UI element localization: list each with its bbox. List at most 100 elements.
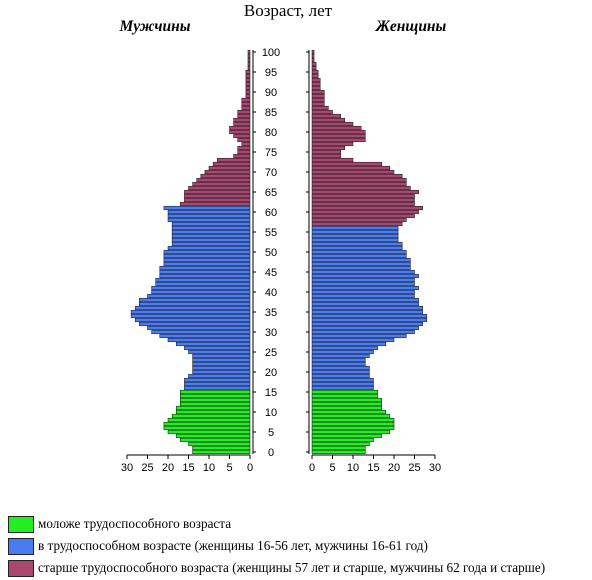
female-bar-99: [311, 53, 315, 59]
age-tick-label-40: 40: [265, 287, 277, 299]
male-bar-17: [184, 381, 251, 387]
male-bar-75: [237, 149, 251, 155]
female-bar-97: [311, 61, 317, 67]
female-bar-18: [311, 377, 374, 383]
female-bar-41: [311, 285, 419, 291]
male-bar-62: [180, 201, 251, 207]
female-bar-16: [311, 385, 374, 391]
female-bar-4: [311, 433, 382, 439]
male-bar-26: [184, 345, 251, 351]
female-bar-87: [311, 101, 325, 107]
female-bar-19: [311, 373, 370, 379]
female-bar-94: [311, 73, 319, 79]
female-bar-57: [311, 221, 403, 227]
male-bar-12: [180, 401, 251, 407]
male-bar-40: [151, 289, 251, 295]
male-x-tick-label-20: 20: [162, 462, 174, 474]
male-bar-37: [139, 301, 251, 307]
male-bar-88: [241, 97, 251, 103]
female-bar-43: [311, 277, 415, 283]
female-bar-60: [311, 209, 419, 215]
female-bar-86: [311, 105, 329, 111]
female-bar-50: [311, 249, 407, 255]
male-label: Мужчины: [119, 18, 191, 35]
female-bar-81: [311, 125, 362, 131]
male-bar-71: [208, 165, 251, 171]
female-bar-55: [311, 229, 399, 235]
legend-swatch-young: [8, 516, 34, 533]
age-tick-label-15: 15: [265, 387, 277, 399]
female-x-tick-label-0: 0: [309, 462, 315, 474]
male-bar-90: [245, 89, 251, 95]
male-bar-94: [245, 73, 251, 79]
female-bar-34: [311, 313, 428, 319]
female-bar-7: [311, 421, 395, 427]
male-x-tick-label-25: 25: [141, 462, 153, 474]
female-x-tick-label-5: 5: [329, 462, 335, 474]
age-tick-label-5: 5: [268, 427, 274, 439]
male-bar-47: [163, 261, 251, 267]
male-bar-55: [171, 229, 251, 235]
female-bar-90: [311, 89, 325, 95]
male-bar-70: [204, 169, 251, 175]
female-bar-22: [311, 361, 366, 367]
female-bar-30: [311, 329, 415, 335]
male-bar-78: [237, 137, 251, 143]
male-bar-27: [175, 341, 251, 347]
female-bar-69: [311, 173, 403, 179]
female-bar-93: [311, 77, 321, 83]
male-bar-10: [175, 409, 251, 415]
female-bar-53: [311, 237, 399, 243]
male-bar-46: [159, 265, 251, 271]
female-bar-29: [311, 333, 407, 339]
male-bar-68: [196, 177, 251, 183]
female-bars: [311, 49, 428, 455]
male-bar-45: [159, 269, 251, 275]
male-bar-97: [247, 61, 251, 67]
male-bar-54: [171, 233, 251, 239]
male-bar-66: [188, 185, 251, 191]
male-bar-72: [212, 161, 251, 167]
female-bar-80: [311, 129, 366, 135]
female-x-tick-label-15: 15: [367, 462, 379, 474]
female-bar-82: [311, 121, 354, 127]
female-bar-15: [311, 389, 378, 395]
female-bar-36: [311, 305, 423, 311]
male-bar-56: [171, 225, 251, 231]
female-bar-54: [311, 233, 399, 239]
female-bar-95: [311, 69, 319, 75]
age-tick-label-50: 50: [265, 247, 277, 259]
female-bar-31: [311, 325, 419, 331]
legend-label-working: в трудоспособном возрасте (женщины 16-56…: [38, 538, 428, 553]
female-bar-91: [311, 85, 321, 91]
age-tick-label-10: 10: [265, 407, 277, 419]
female-bar-0: [311, 449, 366, 455]
legend-item-working: в трудоспособном возрасте (женщины 16-56…: [6, 536, 592, 558]
female-bar-58: [311, 217, 407, 223]
female-bar-23: [311, 357, 366, 363]
male-bar-0: [192, 449, 251, 455]
female-bar-52: [311, 241, 403, 247]
age-tick-label-85: 85: [265, 107, 277, 119]
male-bar-51: [167, 245, 251, 251]
male-bar-76: [237, 145, 251, 151]
female-bar-70: [311, 169, 395, 175]
female-bar-76: [311, 145, 346, 151]
male-bar-42: [155, 281, 251, 287]
male-bar-33: [134, 317, 251, 323]
female-bar-96: [311, 65, 317, 71]
male-bar-36: [134, 305, 251, 311]
male-bar-35: [130, 309, 251, 315]
age-tick-label-95: 95: [265, 67, 277, 79]
age-axis: 0 5 10 15 20 25 30 35 40 45 50 55 60 65 70 75 80 85 90 95 10…: [252, 47, 310, 459]
female-bar-88: [311, 97, 325, 103]
female-x-axis: 0 5 10 15 20 25 30: [309, 454, 441, 474]
age-tick-label-25: 25: [265, 347, 277, 359]
female-bar-66: [311, 185, 411, 191]
male-bar-82: [233, 121, 251, 127]
age-tick-label-75: 75: [265, 147, 277, 159]
female-bar-79: [311, 133, 366, 139]
male-bar-24: [192, 353, 251, 359]
male-bar-6: [163, 425, 251, 431]
female-bar-5: [311, 429, 391, 435]
